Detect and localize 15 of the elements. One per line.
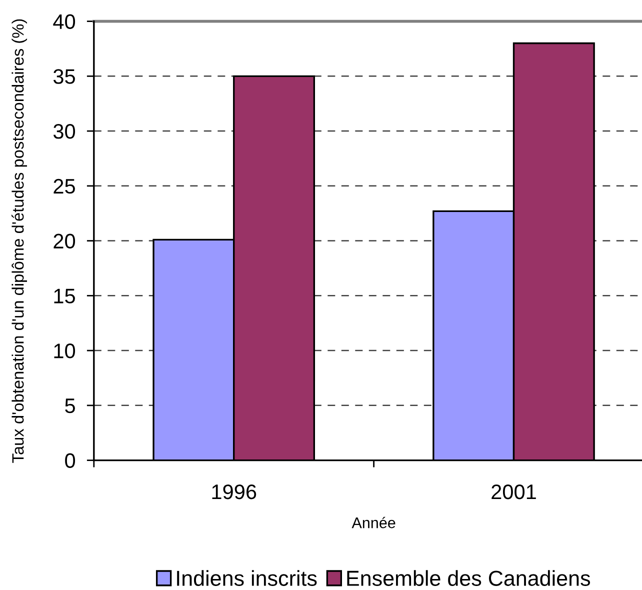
y-tick-label: 0 (65, 453, 76, 468)
y-tick-label: 20 (54, 234, 76, 249)
x-tick-label: 2001 (492, 484, 536, 500)
y-tick-label: 10 (54, 344, 76, 358)
legend-label: Indiens inscrits (177, 570, 317, 586)
legend-label: Ensemble des Canadiens (347, 570, 590, 586)
y-tick-label: 15 (54, 288, 75, 304)
y-tick-label: 5 (65, 398, 75, 414)
y-tick-label: 25 (54, 178, 75, 194)
x-axis-title: Année (352, 516, 396, 528)
y-tick-label: 30 (53, 124, 76, 139)
y-tick-label: 35 (53, 69, 75, 84)
y-axis-title: Taux d'obtenation d'un diplôme d'études postsecondaires (%) (12, 19, 27, 463)
x-tick-label: 1996 (212, 484, 256, 500)
y-tick-label: 40 (53, 14, 76, 30)
